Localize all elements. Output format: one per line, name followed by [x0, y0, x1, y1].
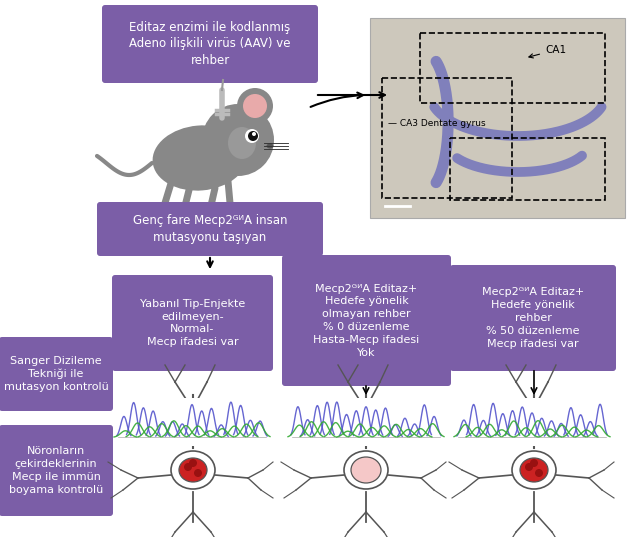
Ellipse shape	[344, 451, 388, 489]
Circle shape	[252, 132, 256, 136]
Bar	[420, 33, 605, 103]
Bar	[458, 398, 606, 446]
Ellipse shape	[171, 451, 215, 489]
Ellipse shape	[266, 143, 273, 149]
Text: Editaz enzimi ile kodlanmış
Adeno ilişkili virüs (AAV) ve
rehber: Editaz enzimi ile kodlanmış Adeno ilişki…	[129, 21, 291, 67]
FancyBboxPatch shape	[112, 275, 273, 371]
Text: Genç fare Mecp2ᴳᴻA insan
mutasyonu taşıyan: Genç fare Mecp2ᴳᴻA insan mutasyonu taşıy…	[133, 214, 288, 244]
Circle shape	[189, 459, 197, 467]
Bar	[382, 78, 512, 198]
FancyBboxPatch shape	[97, 202, 323, 256]
Circle shape	[237, 88, 273, 124]
Text: Yabanıl Tip-Enjekte
edilmeyen-
Normal-
Mecp ifadesi var: Yabanıl Tip-Enjekte edilmeyen- Normal- M…	[140, 299, 245, 347]
Text: CA1: CA1	[529, 45, 566, 58]
Text: Sanger Dizileme
Tekniği ile
mutasyon kontrolü: Sanger Dizileme Tekniği ile mutasyon kon…	[4, 356, 109, 392]
Circle shape	[202, 104, 274, 176]
Bar	[370, 18, 625, 218]
Circle shape	[525, 463, 533, 471]
Ellipse shape	[520, 458, 548, 482]
Circle shape	[194, 469, 202, 477]
Bar	[292, 398, 440, 446]
FancyBboxPatch shape	[102, 5, 318, 83]
Circle shape	[530, 459, 538, 467]
Circle shape	[535, 469, 543, 477]
Circle shape	[184, 463, 192, 471]
FancyBboxPatch shape	[282, 255, 451, 386]
FancyBboxPatch shape	[450, 265, 616, 371]
Text: Nöronların
çekirdeklerinin
Mecp ile immün
boyama kontrolü: Nöronların çekirdeklerinin Mecp ile immü…	[9, 446, 103, 495]
Text: Mecp2ᴳᴻA Editaz+
Hedefe yönelik
olmayan rehber
% 0 düzenleme
Hasta-Mecp ifadesi
: Mecp2ᴳᴻA Editaz+ Hedefe yönelik olmayan …	[313, 284, 420, 358]
FancyBboxPatch shape	[0, 337, 113, 411]
Circle shape	[245, 129, 259, 143]
Ellipse shape	[153, 125, 247, 191]
Text: Mecp2ᴳᴻA Editaz+
Hedefe yönelik
rehber
% 50 düzenleme
Mecp ifadesi var: Mecp2ᴳᴻA Editaz+ Hedefe yönelik rehber %…	[482, 287, 584, 349]
Ellipse shape	[512, 451, 556, 489]
FancyBboxPatch shape	[0, 425, 113, 516]
Circle shape	[248, 131, 258, 141]
Ellipse shape	[228, 127, 256, 159]
Ellipse shape	[351, 457, 381, 483]
Bar	[118, 398, 266, 446]
Circle shape	[243, 94, 267, 118]
Ellipse shape	[179, 458, 207, 482]
Text: — CA3 Dentate gyrus: — CA3 Dentate gyrus	[388, 119, 486, 128]
Bar	[450, 138, 605, 200]
